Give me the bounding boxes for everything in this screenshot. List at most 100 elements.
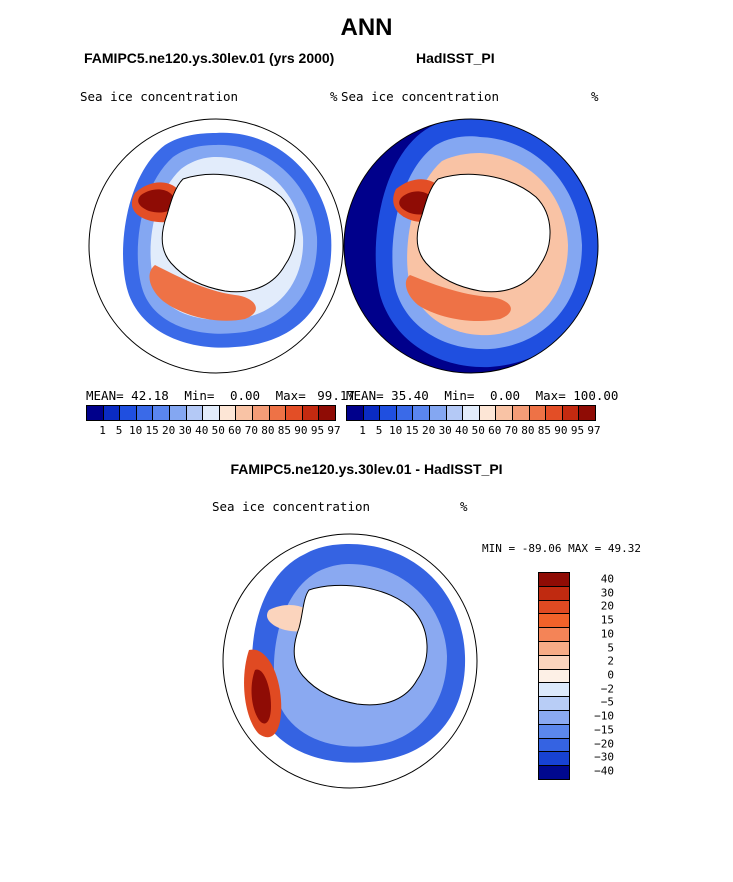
colorbar-swatch bbox=[479, 406, 497, 420]
colorbar-tick-label: 10 bbox=[600, 627, 614, 641]
colorbar-swatch bbox=[136, 406, 154, 420]
colorbar-swatch bbox=[539, 641, 569, 656]
left-colorbar bbox=[86, 405, 336, 421]
colorbar-swatch bbox=[539, 766, 569, 779]
left-ice-ross bbox=[149, 265, 256, 321]
colorbar-swatch bbox=[512, 406, 530, 420]
colorbar-swatch bbox=[87, 406, 104, 420]
colorbar-swatch bbox=[269, 406, 287, 420]
colorbar-tick-label: −15 bbox=[594, 723, 614, 737]
right-mean-value: 35.40 bbox=[391, 388, 429, 403]
colorbar-swatch bbox=[446, 406, 464, 420]
colorbar-tick-label: 0 bbox=[607, 668, 614, 682]
right-continent bbox=[416, 173, 551, 293]
left-panel-variable: Sea ice concentration bbox=[80, 89, 239, 104]
figure-title: ANN bbox=[340, 14, 393, 41]
colorbar-tick-label: 60 bbox=[228, 424, 242, 437]
colorbar-swatch bbox=[413, 406, 430, 420]
colorbar-tick-label: 1 bbox=[359, 424, 366, 437]
left-panel-units: % bbox=[330, 89, 338, 104]
colorbar-swatch bbox=[429, 406, 447, 420]
colorbar-swatch bbox=[539, 738, 569, 753]
colorbar-swatch bbox=[539, 655, 569, 670]
colorbar-swatch bbox=[539, 683, 569, 698]
colorbar-tick-label: 50 bbox=[471, 424, 485, 437]
colorbar-tick-label: 97 bbox=[587, 424, 601, 437]
colorbar-swatch bbox=[380, 406, 397, 420]
colorbar-swatch bbox=[169, 406, 187, 420]
colorbar-swatch bbox=[103, 406, 121, 420]
colorbar-swatch bbox=[463, 406, 480, 420]
colorbar-tick-label: 20 bbox=[422, 424, 436, 437]
colorbar-tick-label: 70 bbox=[244, 424, 258, 437]
colorbar-tick-label: 50 bbox=[211, 424, 225, 437]
colorbar-swatch bbox=[529, 406, 547, 420]
diff-minmax: MIN = -89.06 MAX = 49.32 bbox=[482, 542, 641, 555]
left-ice-core bbox=[138, 189, 175, 213]
colorbar-tick-label: −5 bbox=[600, 695, 614, 709]
colorbar-swatch bbox=[186, 406, 204, 420]
colorbar-tick-label: 70 bbox=[504, 424, 518, 437]
colorbar-tick-label: 85 bbox=[537, 424, 552, 437]
colorbar-swatch bbox=[203, 406, 220, 420]
right-polar-map bbox=[343, 118, 599, 374]
colorbar-tick-label: 5 bbox=[607, 641, 614, 655]
colorbar-tick-label: −20 bbox=[594, 737, 614, 751]
right-max-label: Max= bbox=[535, 388, 566, 403]
colorbar-tick-label: 15 bbox=[145, 424, 159, 437]
colorbar-tick-label: 40 bbox=[455, 424, 469, 437]
colorbar-tick-label: 30 bbox=[438, 424, 452, 437]
colorbar-tick-label: 30 bbox=[178, 424, 192, 437]
right-panel-units: % bbox=[591, 89, 599, 104]
diff-panel-title: FAMIPC5.ne120.ys.30lev.01 - HadISST_PI bbox=[230, 461, 503, 477]
colorbar-tick-label: 2 bbox=[607, 654, 614, 668]
colorbar-tick-label: 40 bbox=[600, 572, 614, 586]
left-min-value: 0.00 bbox=[229, 388, 261, 403]
diff-continent bbox=[293, 584, 428, 706]
colorbar-swatch bbox=[539, 600, 569, 615]
colorbar-tick-label: 80 bbox=[521, 424, 535, 437]
colorbar-tick-label: 60 bbox=[488, 424, 502, 437]
colorbar-tick-label: 10 bbox=[388, 424, 403, 437]
left-polar-map bbox=[88, 118, 344, 374]
colorbar-swatch bbox=[539, 697, 569, 711]
colorbar-swatch bbox=[302, 406, 320, 420]
colorbar-swatch bbox=[347, 406, 364, 420]
colorbar-tick-label: 1 bbox=[99, 424, 106, 437]
diff-polar-map bbox=[222, 533, 478, 789]
diff-colorbar-labels: 40 30 20 15 10 5 2 0 −2 −5 −10 −15 −20 −30 −40 bbox=[574, 572, 614, 778]
colorbar-swatch bbox=[579, 406, 595, 420]
colorbar-tick-label: 95 bbox=[310, 424, 325, 437]
colorbar-swatch bbox=[539, 724, 569, 739]
right-colorbar bbox=[346, 405, 596, 421]
colorbar-tick-label: 95 bbox=[570, 424, 585, 437]
right-panel-variable: Sea ice concentration bbox=[341, 89, 500, 104]
left-mean-label: MEAN= bbox=[86, 388, 124, 403]
colorbar-swatch bbox=[539, 628, 569, 642]
colorbar-tick-label: 40 bbox=[195, 424, 209, 437]
colorbar-swatch bbox=[539, 573, 569, 587]
diff-panel-units: % bbox=[460, 499, 468, 514]
colorbar-tick-label: −2 bbox=[600, 682, 614, 696]
colorbar-swatch bbox=[219, 406, 237, 420]
colorbar-tick-label: 20 bbox=[600, 599, 614, 613]
colorbar-tick-label: 80 bbox=[261, 424, 275, 437]
colorbar-swatch bbox=[496, 406, 513, 420]
colorbar-tick-label: 10 bbox=[128, 424, 143, 437]
colorbar-swatch bbox=[120, 406, 137, 420]
right-mean-label: MEAN= bbox=[346, 388, 384, 403]
left-max-label: Max= bbox=[275, 388, 306, 403]
diff-colorbar bbox=[538, 572, 570, 780]
colorbar-swatch bbox=[539, 710, 569, 725]
colorbar-swatch bbox=[363, 406, 381, 420]
colorbar-tick-label: −30 bbox=[594, 750, 614, 764]
colorbar-tick-label: 90 bbox=[294, 424, 308, 437]
colorbar-swatch bbox=[539, 752, 569, 767]
left-panel-title: FAMIPC5.ne120.ys.30lev.01 (yrs 2000) bbox=[84, 50, 335, 66]
left-colorbar-labels: 1 5 10 15 20 30 40 50 60 70 80 85 90 95 97 bbox=[86, 424, 340, 438]
colorbar-tick-label: 30 bbox=[600, 586, 614, 600]
diff-panel-variable: Sea ice concentration bbox=[212, 499, 371, 514]
colorbar-tick-label: 90 bbox=[554, 424, 568, 437]
colorbar-tick-label: 97 bbox=[327, 424, 341, 437]
colorbar-swatch bbox=[319, 406, 335, 420]
